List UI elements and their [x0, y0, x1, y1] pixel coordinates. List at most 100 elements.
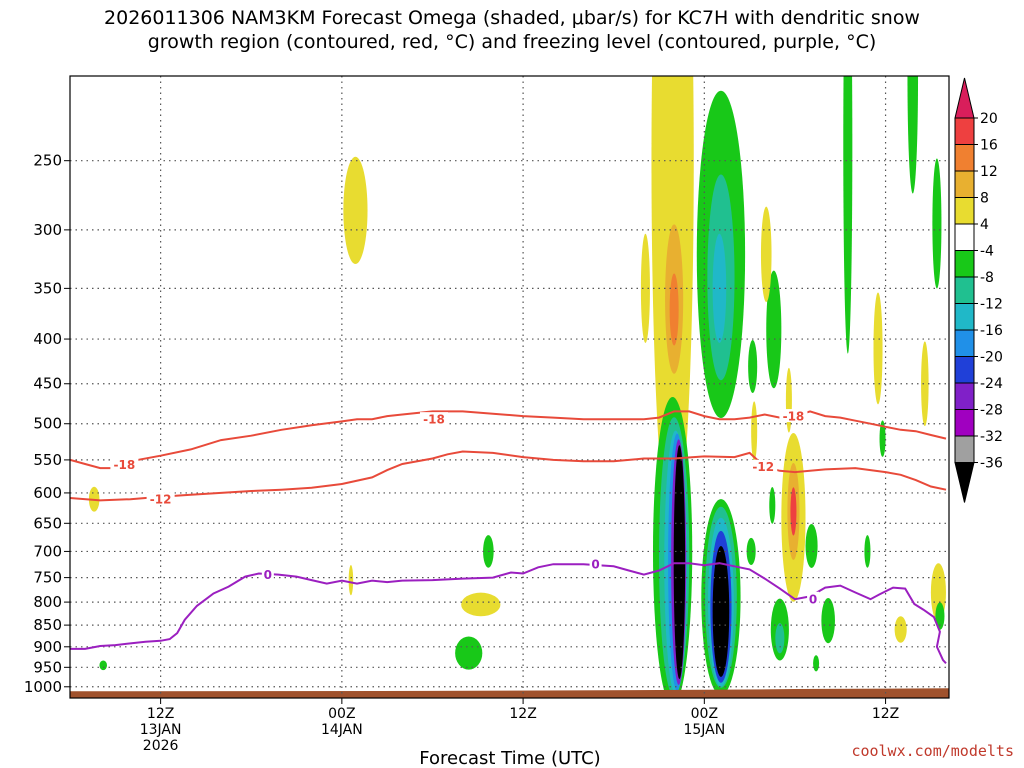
- y-tick-label-1000: 1000: [24, 678, 62, 696]
- x-tick-label-12-2: 2026: [143, 738, 179, 754]
- contour-label-dendritic-18-1: -18: [423, 413, 445, 427]
- y-tick-label-500: 500: [33, 415, 62, 433]
- contour-label-freezing-0-2: 0: [809, 592, 817, 606]
- credit-text: coolwx.com/modelts: [851, 742, 1014, 760]
- contour-label-bg: [419, 412, 448, 426]
- omega-cell-35: [821, 597, 835, 644]
- colorbar-swatch-11: [954, 382, 975, 410]
- y-tick-label-400: 400: [33, 330, 62, 348]
- omega-cell-5: [461, 592, 501, 617]
- x-axis-title: Forecast Time (UTC): [419, 748, 600, 768]
- colorbar-label-6: -8: [980, 270, 994, 286]
- y-tick-label-600: 600: [33, 484, 62, 502]
- omega-cell-33: [775, 623, 785, 654]
- omega-cell-40: [879, 420, 886, 457]
- contour-label-dendritic-12-1: -12: [752, 460, 774, 474]
- contour-label-freezing-0-1: 0: [591, 558, 599, 572]
- y-tick-label-750: 750: [33, 569, 62, 587]
- omega-cell-31: [746, 537, 756, 565]
- plot-background: [70, 76, 949, 698]
- colorbar-swatch-5: [954, 223, 975, 251]
- contour-label-bg: [749, 459, 778, 473]
- colorbar-bottom-arrow: [954, 462, 975, 503]
- omega-cell-4: [455, 636, 483, 670]
- colorbar-swatch-10: [954, 356, 975, 384]
- omega-cell-49: [751, 401, 758, 462]
- x-tick-label-12-1: 13JAN: [140, 722, 182, 738]
- chart-title-line-1: 2026011306 NAM3KM Forecast Omega (shaded…: [104, 7, 920, 29]
- y-tick-label-300: 300: [33, 221, 62, 239]
- colorbar-label-10: -24: [980, 376, 1003, 392]
- contour-label-dendritic-12-0: -12: [150, 493, 172, 507]
- omega-cell-21: [673, 445, 686, 679]
- ground-layer: [70, 688, 949, 698]
- colorbar-label-0: 20: [980, 111, 998, 127]
- plot-frame: [69, 75, 950, 699]
- colorbar-label-8: -16: [980, 323, 1003, 339]
- contour-label-bg: [589, 557, 602, 571]
- y-axis: 250 300 350 400 450 500 550 600 650 700 750 800 850 9…: [24, 152, 70, 696]
- colorbar-label-1: 16: [980, 138, 998, 154]
- colorbar-label-5: -4: [980, 244, 994, 260]
- contour-dendritic-18: [70, 410, 947, 470]
- omega-cell-41: [864, 535, 871, 568]
- x-tick-label-24-1: 14JAN: [321, 722, 363, 738]
- colorbar-swatch-7: [954, 276, 975, 304]
- colorbar-label-7: -12: [980, 297, 1003, 313]
- y-tick-label-900: 900: [33, 638, 62, 656]
- omega-cell-44: [921, 341, 929, 427]
- omega-cell-6: [348, 565, 354, 596]
- ground-surface: [70, 688, 949, 698]
- omega-cell-39: [873, 292, 883, 405]
- colorbar-label-2: 12: [980, 164, 998, 180]
- omega-cell-48: [813, 655, 820, 672]
- contour-label-bg: [146, 492, 175, 506]
- y-tick-label-450: 450: [33, 375, 62, 393]
- colorbar-label-11: -28: [980, 403, 1003, 419]
- omega-cell-14: [766, 270, 782, 389]
- x-tick-label-12-0: 12Z: [147, 706, 174, 722]
- x-tick-label-48-1: 15JAN: [683, 722, 725, 738]
- colorbar-label-13: -36: [980, 456, 1003, 472]
- omega-cell-36: [843, 76, 853, 354]
- y-tick-label-950: 950: [33, 658, 62, 676]
- y-tick-label-350: 350: [33, 279, 62, 297]
- contour-dendritic-12: [70, 450, 947, 502]
- omega-cell-45: [894, 616, 907, 643]
- omega-shading-layer: [88, 76, 946, 698]
- x-tick-label-24-0: 00Z: [328, 706, 355, 722]
- contour-freezing-0: [70, 562, 947, 664]
- contour-label-bg: [110, 457, 139, 471]
- omega-cell-0: [343, 156, 368, 265]
- colorbar-swatch-12: [954, 409, 975, 437]
- omega-cell-9: [669, 273, 679, 346]
- x-tick-label-36-0: 12Z: [509, 706, 536, 722]
- omega-cell-43: [932, 158, 942, 289]
- y-tick-label-550: 550: [33, 451, 62, 469]
- colorbar-swatch-6: [954, 250, 975, 278]
- omega-cell-34: [805, 523, 818, 568]
- colorbar-swatch-1: [954, 117, 975, 145]
- omega-cell-47: [935, 602, 945, 630]
- y-tick-label-250: 250: [33, 152, 62, 170]
- plot-area: -18 -18 -18 -12 -12 0 0 0: [69, 75, 950, 699]
- colorbar-label-12: -32: [980, 429, 1003, 445]
- contour-label-bg: [807, 591, 820, 605]
- colorbar-swatch-9: [954, 329, 975, 357]
- colorbar-swatch-2: [954, 144, 975, 172]
- colorbar: 20 16 12 8 4 -4 -8 -12 -16 -20 -24 -28 -32 -36: [954, 77, 1003, 503]
- grid-layer: [70, 76, 949, 698]
- colorbar-label-3: 8: [980, 191, 989, 207]
- x-tick-label-48-0: 00Z: [691, 706, 718, 722]
- omega-cell-37: [760, 206, 772, 303]
- omega-cell-10: [640, 233, 650, 343]
- colorbar-label-4: 4: [980, 217, 989, 233]
- colorbar-swatch-13: [954, 435, 975, 463]
- contour-layer: -18 -18 -18 -12 -12 0 0 0: [70, 409, 947, 664]
- y-tick-label-850: 850: [33, 616, 62, 634]
- omega-cell-2: [99, 660, 108, 671]
- omega-cell-29: [790, 487, 797, 536]
- omega-cell-26: [712, 546, 730, 677]
